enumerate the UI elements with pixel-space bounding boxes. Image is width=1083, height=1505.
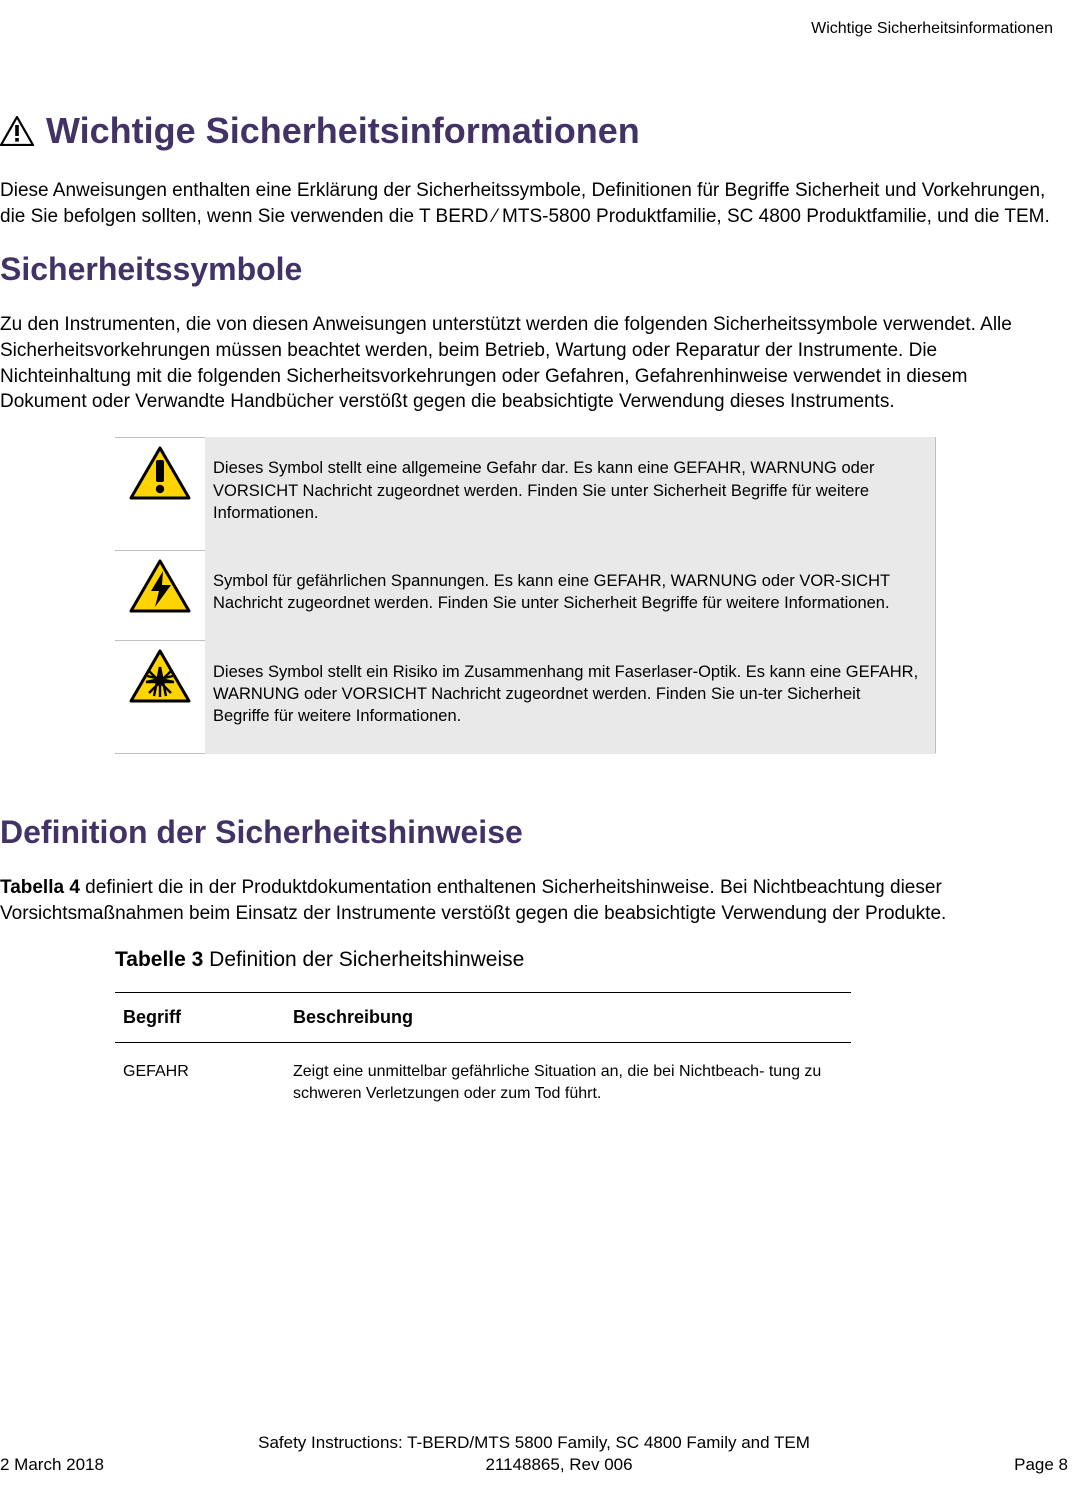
table-caption-text: Definition der Sicherheitshinweise xyxy=(203,948,524,971)
symbol-icon-cell xyxy=(115,641,205,754)
laser-hazard-icon xyxy=(129,649,191,703)
symbol-text-cell: Dieses Symbol stellt ein Risiko im Zusam… xyxy=(205,641,936,754)
page-content: Wichtige Sicherheitsinformationen Diese … xyxy=(0,110,1063,1112)
running-title: Wichtige Sicherheitsinformationen xyxy=(811,20,1053,37)
symbol-table-container: Dieses Symbol stellt eine allgemeine Gef… xyxy=(115,437,936,754)
general-hazard-icon xyxy=(129,446,191,500)
definitions-intro: Tabella 4 definiert die in der Produktdo… xyxy=(0,875,1051,926)
definitions-section: Definition der Sicherheitshinweise Tabel… xyxy=(0,814,1051,1112)
table-caption: Tabelle 3 Definition der Sicherheitshinw… xyxy=(115,948,1051,972)
symbol-table: Dieses Symbol stellt eine allgemeine Gef… xyxy=(115,437,936,754)
column-header-term: Begriff xyxy=(115,993,285,1043)
definitions-intro-ref: Tabella 4 xyxy=(0,877,80,898)
footer-doc-id: 21148865, Rev 006 xyxy=(104,1455,1014,1475)
column-header-desc: Beschreibung xyxy=(285,993,851,1043)
desc-cell: Zeigt eine unmittelbar gefährliche Situa… xyxy=(285,1043,851,1113)
symbol-icon-cell xyxy=(115,550,205,641)
footer-date: 2 March 2018 xyxy=(0,1455,104,1475)
page-title: Wichtige Sicherheitsinformationen xyxy=(0,110,1051,152)
definitions-table-container: Begriff Beschreibung GEFAHR Zeigt eine u… xyxy=(115,992,851,1112)
page-footer: Safety Instructions: T-BERD/MTS 5800 Fam… xyxy=(0,1433,1083,1475)
definitions-table: Begriff Beschreibung GEFAHR Zeigt eine u… xyxy=(115,992,851,1112)
definitions-intro-rest: definiert die in der Produktdokumentatio… xyxy=(0,877,946,924)
footer-doc-title: Safety Instructions: T-BERD/MTS 5800 Fam… xyxy=(0,1433,1068,1453)
symbol-text-cell: Symbol für gefährlichen Spannungen. Es k… xyxy=(205,550,936,641)
footer-page-number: Page 8 xyxy=(1014,1455,1068,1475)
table-row: GEFAHR Zeigt eine unmittelbar gefährlich… xyxy=(115,1043,851,1113)
electrical-hazard-icon xyxy=(129,559,191,613)
symbols-heading: Sicherheitssymbole xyxy=(0,251,1051,288)
symbol-row: Dieses Symbol stellt ein Risiko im Zusam… xyxy=(115,641,936,754)
symbol-icon-cell xyxy=(115,437,205,550)
symbols-intro: Zu den Instrumenten, die von diesen Anwe… xyxy=(0,312,1051,415)
definitions-heading: Definition der Sicherheitshinweise xyxy=(0,814,1051,851)
page-title-text: Wichtige Sicherheitsinformationen xyxy=(46,110,640,152)
symbol-text-cell: Dieses Symbol stellt eine allgemeine Gef… xyxy=(205,437,936,550)
table-caption-label: Tabelle 3 xyxy=(115,948,203,971)
running-header: Wichtige Sicherheitsinformationen xyxy=(0,20,1063,38)
symbol-row: Dieses Symbol stellt eine allgemeine Gef… xyxy=(115,437,936,550)
intro-paragraph: Diese Anweisungen enthalten eine Erkläru… xyxy=(0,178,1051,229)
footer-meta-row: 2 March 2018 21148865, Rev 006 Page 8 xyxy=(0,1455,1068,1475)
table-header-row: Begriff Beschreibung xyxy=(115,993,851,1043)
warning-triangle-icon xyxy=(0,116,34,146)
term-cell: GEFAHR xyxy=(115,1043,285,1113)
symbol-row: Symbol für gefährlichen Spannungen. Es k… xyxy=(115,550,936,641)
